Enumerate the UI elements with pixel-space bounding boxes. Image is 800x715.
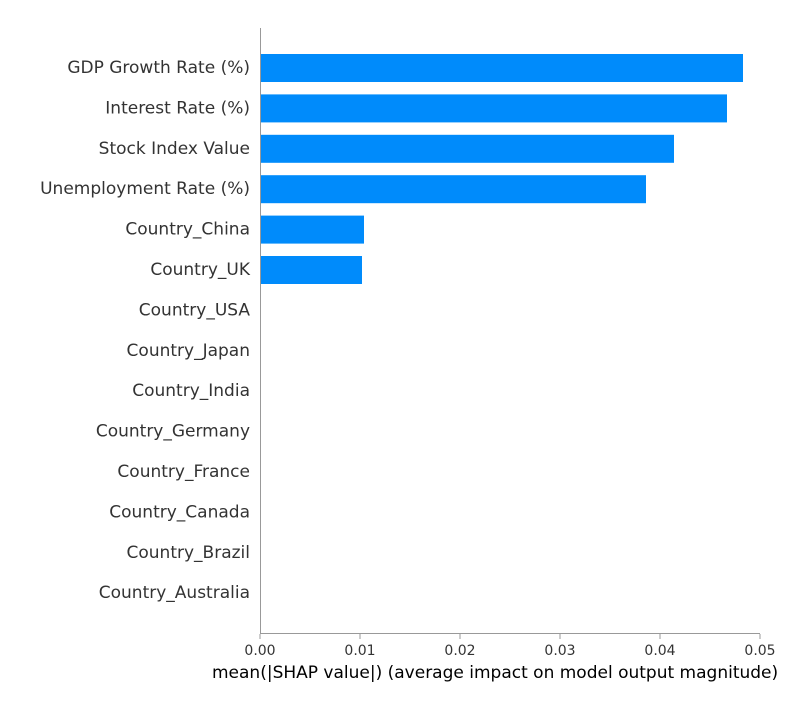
- x-tick-label: 0.04: [644, 643, 675, 659]
- bar-country-china: [260, 215, 364, 244]
- category-label-country-canada: Country_Canada: [109, 502, 250, 522]
- category-label-interest-rate: Interest Rate (%): [105, 98, 250, 118]
- x-tick-label: 0.00: [244, 643, 275, 659]
- x-tick-label: 0.05: [744, 643, 775, 659]
- x-tick-label: 0.02: [444, 643, 475, 659]
- bar-stock-index-value: [260, 134, 674, 163]
- category-label-country-brazil: Country_Brazil: [127, 543, 250, 563]
- bars-layer: [260, 54, 743, 284]
- bar-country-uk: [260, 256, 362, 284]
- category-label-country-usa: Country_USA: [139, 300, 251, 320]
- x-axis-title: mean(|SHAP value|) (average impact on mo…: [212, 663, 778, 683]
- x-ticks: 0.00 0.01 0.02 0.03 0.04 0.05: [244, 634, 776, 659]
- category-label-country-germany: Country_Germany: [96, 422, 250, 442]
- category-label-country-australia: Country_Australia: [99, 583, 250, 603]
- category-label-country-uk: Country_UK: [150, 260, 250, 280]
- category-label-stock-index-value: Stock Index Value: [99, 139, 250, 159]
- category-label-unemployment-rate: Unemployment Rate (%): [40, 179, 250, 199]
- category-label-country-france: Country_France: [117, 462, 250, 482]
- bar-interest-rate: [260, 94, 727, 123]
- category-label-country-china: Country_China: [125, 220, 250, 240]
- bar-unemployment-rate: [260, 175, 646, 204]
- category-label-country-japan: Country_Japan: [127, 341, 250, 361]
- x-tick-label: 0.01: [344, 643, 375, 659]
- category-label-gdp-growth-rate: GDP Growth Rate (%): [67, 58, 250, 78]
- category-labels: GDP Growth Rate (%) Interest Rate (%) Stoc…: [40, 58, 251, 603]
- category-label-country-india: Country_India: [132, 381, 250, 401]
- x-tick-label: 0.03: [544, 643, 575, 659]
- bar-gdp-growth-rate: [260, 54, 743, 82]
